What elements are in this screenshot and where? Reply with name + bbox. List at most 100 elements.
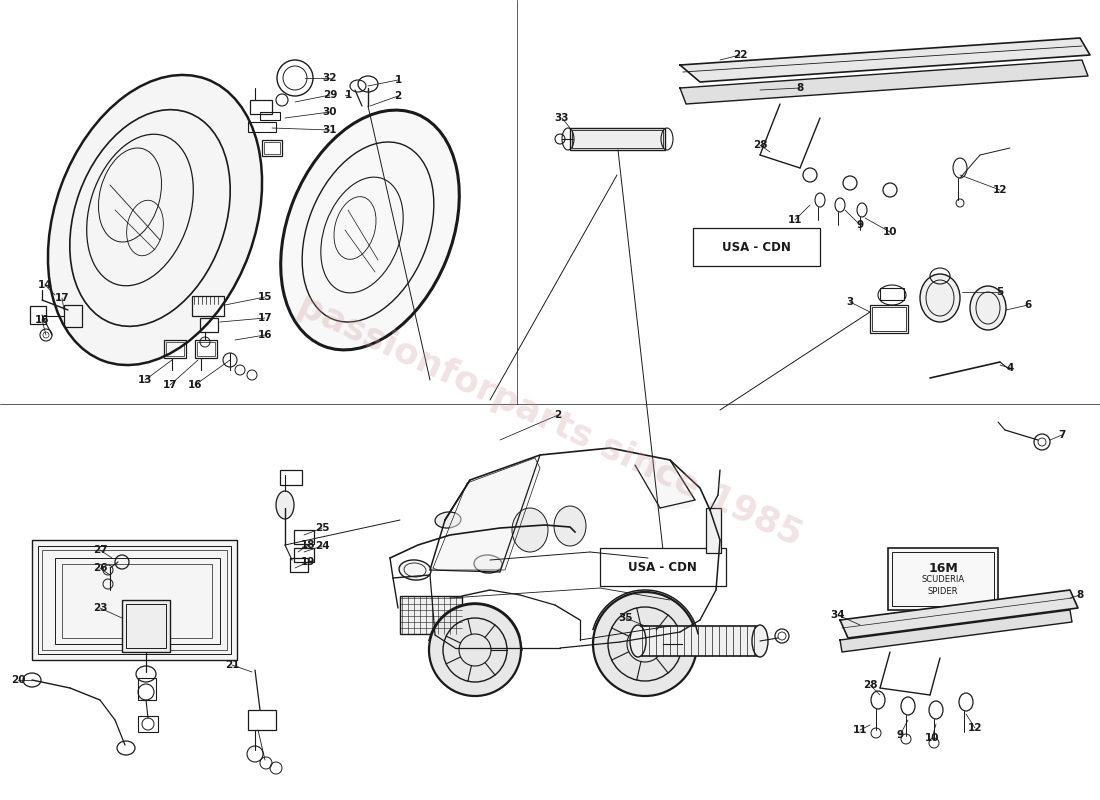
Text: 22: 22 [733, 50, 747, 60]
Ellipse shape [920, 274, 960, 322]
Ellipse shape [512, 508, 548, 552]
Text: 9: 9 [896, 730, 903, 740]
Text: 16: 16 [257, 330, 273, 340]
Text: 13: 13 [138, 375, 152, 385]
Bar [294, 530, 313, 544]
Text: 17: 17 [257, 313, 273, 323]
Bar [888, 548, 998, 610]
Text: 11: 11 [852, 725, 867, 735]
Ellipse shape [280, 110, 460, 350]
Text: 27: 27 [92, 545, 108, 555]
Text: 28: 28 [752, 140, 768, 150]
Text: 25: 25 [315, 523, 329, 533]
Polygon shape [433, 458, 540, 570]
Ellipse shape [554, 506, 586, 546]
Text: 15: 15 [257, 292, 273, 302]
Ellipse shape [276, 491, 294, 519]
Bar [192, 296, 224, 316]
Text: 6: 6 [1024, 300, 1032, 310]
Bar [62, 564, 212, 638]
Bar [600, 548, 726, 586]
Ellipse shape [429, 604, 521, 696]
Bar [248, 710, 276, 730]
Bar [55, 558, 220, 644]
Text: 17: 17 [163, 380, 177, 390]
Bar [250, 100, 272, 114]
Bar [122, 600, 170, 652]
Text: 12: 12 [992, 185, 1008, 195]
Text: 34: 34 [830, 610, 845, 620]
Polygon shape [680, 60, 1088, 104]
Polygon shape [840, 610, 1072, 652]
Text: 8: 8 [1077, 590, 1084, 600]
Bar [570, 128, 666, 150]
Text: 28: 28 [862, 680, 878, 690]
Bar [64, 305, 82, 327]
Bar [260, 112, 280, 120]
Ellipse shape [399, 560, 431, 580]
Text: 29: 29 [322, 90, 338, 100]
Bar [880, 288, 904, 300]
Ellipse shape [970, 286, 1007, 330]
Bar [164, 340, 186, 358]
Bar [872, 307, 906, 331]
Text: 17: 17 [55, 293, 69, 303]
Text: 10: 10 [925, 733, 939, 743]
Text: passionforparts since 1985: passionforparts since 1985 [293, 288, 807, 552]
Bar [693, 228, 820, 266]
Bar [892, 552, 994, 606]
Ellipse shape [474, 555, 502, 573]
Text: 35: 35 [618, 613, 634, 623]
Bar [126, 604, 166, 648]
Bar [39, 546, 231, 654]
Text: 30: 30 [322, 107, 338, 117]
Text: 21: 21 [224, 660, 240, 670]
Bar [200, 318, 218, 332]
Text: 8: 8 [796, 83, 804, 93]
Ellipse shape [48, 75, 262, 365]
Bar [870, 305, 907, 333]
Text: 1: 1 [344, 90, 352, 100]
Text: 2: 2 [395, 91, 402, 101]
Text: 19: 19 [300, 557, 316, 567]
Text: USA - CDN: USA - CDN [722, 241, 791, 254]
Ellipse shape [593, 592, 697, 696]
Text: 4: 4 [1006, 363, 1014, 373]
Polygon shape [638, 460, 695, 510]
Ellipse shape [752, 625, 768, 657]
Text: 9: 9 [857, 220, 864, 230]
Text: SPIDER: SPIDER [927, 586, 958, 595]
Text: 32: 32 [322, 73, 338, 83]
Text: USA - CDN: USA - CDN [628, 561, 697, 574]
Bar [42, 550, 227, 650]
Text: 20: 20 [11, 675, 25, 685]
Text: 31: 31 [322, 125, 338, 135]
Bar [290, 558, 308, 572]
Text: 23: 23 [92, 603, 108, 613]
Bar [166, 342, 184, 356]
Bar [138, 678, 156, 700]
Bar [294, 548, 313, 562]
Ellipse shape [434, 512, 461, 528]
Text: 1: 1 [395, 75, 402, 85]
Text: SCUDERIA: SCUDERIA [922, 575, 965, 585]
Bar [195, 340, 217, 358]
Bar [138, 716, 158, 732]
Text: 7: 7 [1058, 430, 1066, 440]
Text: 16M: 16M [928, 562, 958, 574]
Ellipse shape [630, 625, 646, 657]
Bar [248, 122, 276, 132]
Bar [640, 626, 758, 656]
Bar [264, 142, 280, 154]
Text: 10: 10 [882, 227, 898, 237]
Text: 18: 18 [300, 540, 316, 550]
Text: 14: 14 [37, 280, 53, 290]
Text: 11: 11 [788, 215, 802, 225]
Text: 5: 5 [997, 287, 1003, 297]
Text: 16: 16 [35, 315, 50, 325]
Text: 3: 3 [846, 297, 854, 307]
Bar [400, 596, 462, 634]
Bar [262, 140, 282, 156]
Text: 2: 2 [554, 410, 562, 420]
Text: 16: 16 [188, 380, 202, 390]
